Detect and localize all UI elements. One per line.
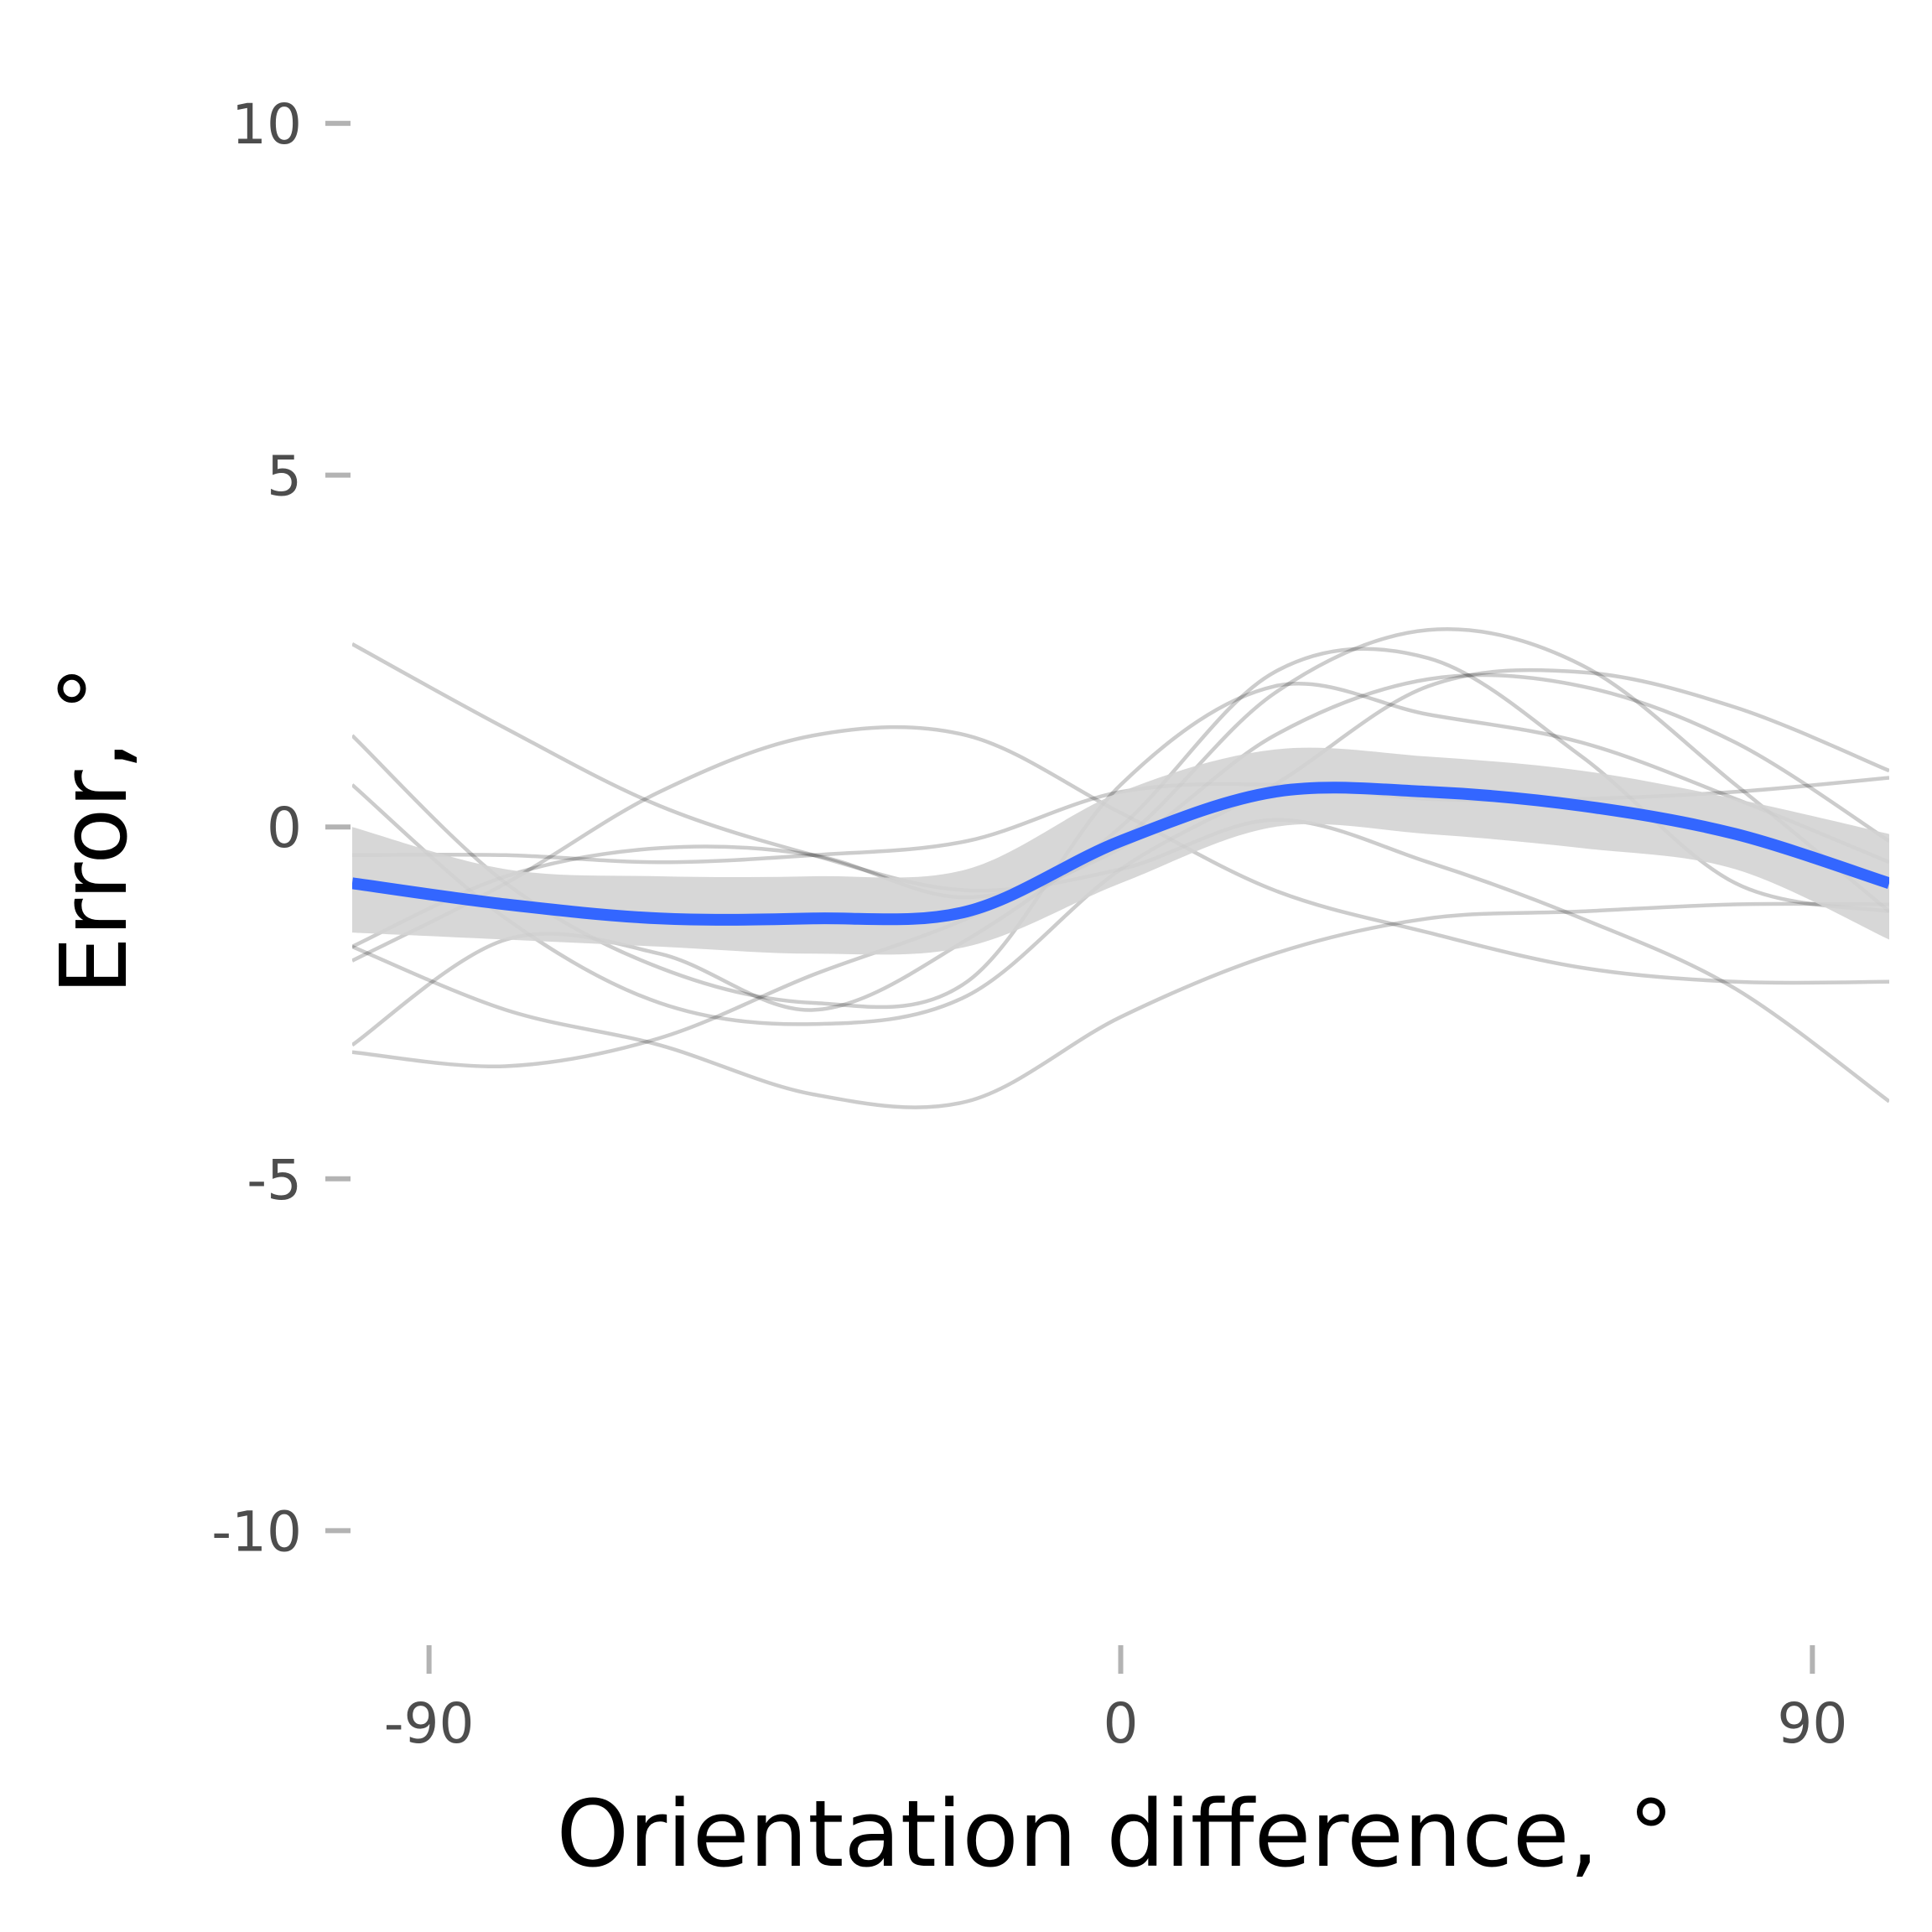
x-axis-title: Orientation difference, ° [556, 1780, 1674, 1888]
individual-line-8 [352, 901, 1889, 1109]
x-tick-label-1: 0 [1104, 1691, 1139, 1756]
y-axis: -10 -5 0 5 10 [211, 92, 351, 1564]
y-tick-label-2: 0 [267, 796, 302, 860]
y-axis-title: Error, ° [40, 665, 148, 995]
mean-line [352, 782, 1889, 926]
x-tick-label-2: 90 [1777, 1691, 1847, 1756]
y-tick-label-3: 5 [267, 444, 302, 509]
confidence-ribbon [352, 747, 1889, 955]
y-tick-label-1: -5 [247, 1148, 302, 1213]
x-axis: -90 0 90 [384, 1645, 1847, 1756]
y-tick-label-4: 10 [231, 92, 302, 157]
plot-panel [352, 626, 1889, 1109]
x-tick-label-0: -90 [384, 1691, 475, 1756]
y-tick-label-0: -10 [211, 1499, 302, 1564]
